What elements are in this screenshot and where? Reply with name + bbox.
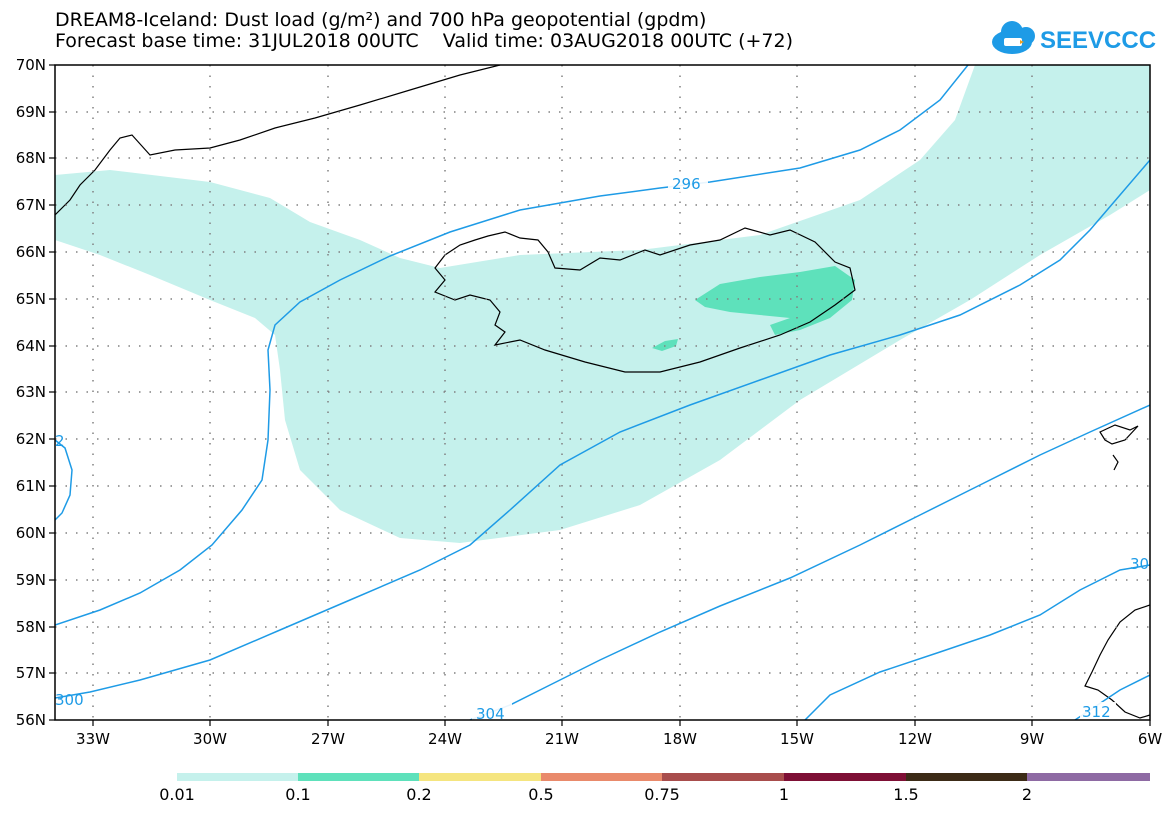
dust-area-low xyxy=(55,65,1150,543)
contour-label-296: 296 xyxy=(672,175,701,193)
colorbar-swatch xyxy=(662,773,784,781)
greenland-coastline xyxy=(55,65,501,216)
colorbar-swatch xyxy=(541,773,662,781)
dust-area-mid xyxy=(695,266,855,335)
contour-label-312: 312 xyxy=(1082,703,1111,721)
iceland-coastline xyxy=(434,227,856,373)
colorbar-label: 0.01 xyxy=(159,785,195,804)
scotland-coastline xyxy=(1084,604,1150,719)
lon-label: 24W xyxy=(428,730,462,748)
lat-label: 69N xyxy=(16,103,46,121)
contour-label-2: 2 xyxy=(55,432,65,450)
lat-label: 57N xyxy=(16,664,46,682)
contour-308 xyxy=(804,564,1150,720)
lat-label: 65N xyxy=(16,290,46,308)
cloud-icon xyxy=(992,21,1035,54)
faroe-islands-coastline xyxy=(1099,424,1139,471)
colorbar-swatch xyxy=(784,773,906,781)
longitude-labels: 33W 30W 27W 24W 21W 18W 15W 12W 9W 6W xyxy=(76,730,1162,748)
colorbar-label: 0.75 xyxy=(644,785,680,804)
lat-label: 67N xyxy=(16,196,46,214)
lon-label: 21W xyxy=(545,730,579,748)
lat-label: 66N xyxy=(16,243,46,261)
lat-label: 61N xyxy=(16,477,46,495)
contour-292 xyxy=(55,439,73,521)
lon-label: 9W xyxy=(1020,730,1045,748)
contour-label-30: 30 xyxy=(1130,555,1149,573)
colorbar-swatch xyxy=(419,773,541,781)
lon-label: 15W xyxy=(780,730,814,748)
lat-label: 70N xyxy=(16,56,46,74)
lon-label: 33W xyxy=(76,730,110,748)
colorbar-label: 0.5 xyxy=(528,785,553,804)
map-subtitle: Forecast base time: 31JUL2018 00UTC Vali… xyxy=(55,30,793,52)
colorbar-label: 1 xyxy=(779,785,789,804)
colorbar-swatch xyxy=(177,773,298,781)
lon-label: 30W xyxy=(193,730,227,748)
lat-label: 56N xyxy=(16,711,46,729)
lat-label: 60N xyxy=(16,524,46,542)
contour-304 xyxy=(469,404,1150,720)
lat-label: 64N xyxy=(16,337,46,355)
logo-text: SEEVCCC xyxy=(1040,27,1156,54)
lon-label: 18W xyxy=(663,730,697,748)
contour-300 xyxy=(55,159,1150,699)
colorbar-swatch xyxy=(906,773,1027,781)
lon-label: 12W xyxy=(898,730,932,748)
lat-label: 59N xyxy=(16,571,46,589)
lon-label: 6W xyxy=(1138,730,1163,748)
contour-label-304: 304 xyxy=(476,705,505,723)
colorbar-label: 2 xyxy=(1022,785,1032,804)
colorbar-label: 0.1 xyxy=(285,785,310,804)
contour-296 xyxy=(55,65,969,626)
lat-label: 63N xyxy=(16,383,46,401)
colorbar-label: 0.2 xyxy=(406,785,431,804)
dust-area-mid-small xyxy=(652,339,678,351)
colorbar: 0.01 0.1 0.2 0.5 0.75 1 1.5 2 xyxy=(159,773,1150,804)
colorbar-label: 1.5 xyxy=(893,785,918,804)
lon-label: 27W xyxy=(311,730,345,748)
colorbar-swatch xyxy=(1027,773,1150,781)
lat-label: 68N xyxy=(16,149,46,167)
gridlines xyxy=(55,65,1150,720)
seevccc-logo: SEEVCCC xyxy=(992,21,1156,54)
lat-label: 58N xyxy=(16,618,46,636)
colorbar-swatch xyxy=(298,773,419,781)
latitude-labels: 70N 69N 68N 67N 66N 65N 64N 63N 62N 61N … xyxy=(16,56,46,729)
map-title: DREAM8-Iceland: Dust load (g/m²) and 700… xyxy=(55,9,707,31)
contour-label-300: 300 xyxy=(55,691,84,709)
lat-label: 62N xyxy=(16,430,46,448)
tick-marks xyxy=(49,64,1151,726)
